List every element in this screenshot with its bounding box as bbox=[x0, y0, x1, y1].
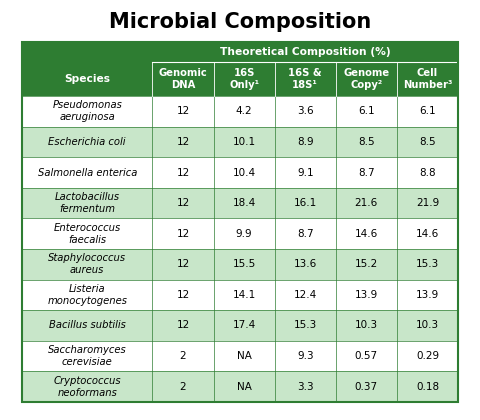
Bar bbox=[22, 310, 458, 341]
Text: 9.1: 9.1 bbox=[297, 168, 313, 178]
Text: 10.3: 10.3 bbox=[355, 320, 378, 331]
Text: 4.2: 4.2 bbox=[236, 106, 252, 116]
Text: Staphylococcus
aureus: Staphylococcus aureus bbox=[48, 253, 126, 275]
Text: 2: 2 bbox=[180, 351, 186, 361]
Text: Cryptococcus
neoformans: Cryptococcus neoformans bbox=[53, 376, 121, 398]
Text: 3.3: 3.3 bbox=[297, 382, 313, 392]
Text: 13.9: 13.9 bbox=[355, 290, 378, 300]
Bar bbox=[22, 96, 458, 126]
Text: Genomic
DNA: Genomic DNA bbox=[158, 68, 207, 90]
Text: 12.4: 12.4 bbox=[294, 290, 317, 300]
Text: 0.37: 0.37 bbox=[355, 382, 378, 392]
Text: 9.3: 9.3 bbox=[297, 351, 313, 361]
Bar bbox=[22, 188, 458, 218]
Text: 16S
Only¹: 16S Only¹ bbox=[229, 68, 259, 90]
Bar bbox=[22, 42, 458, 402]
Text: Salmonella enterica: Salmonella enterica bbox=[37, 168, 137, 178]
Text: 14.6: 14.6 bbox=[416, 229, 439, 239]
Text: 6.1: 6.1 bbox=[419, 106, 436, 116]
Text: 6.1: 6.1 bbox=[358, 106, 375, 116]
Text: Pseudomonas
aeruginosa: Pseudomonas aeruginosa bbox=[52, 100, 122, 122]
Text: 10.4: 10.4 bbox=[232, 168, 256, 178]
Text: 17.4: 17.4 bbox=[232, 320, 256, 331]
Text: 12: 12 bbox=[176, 198, 190, 208]
Bar bbox=[22, 249, 458, 280]
Text: Microbial Composition: Microbial Composition bbox=[109, 12, 371, 32]
Bar bbox=[22, 218, 458, 249]
Text: 12: 12 bbox=[176, 259, 190, 269]
Text: 21.9: 21.9 bbox=[416, 198, 439, 208]
Text: 14.1: 14.1 bbox=[232, 290, 256, 300]
Text: Enterococcus
faecalis: Enterococcus faecalis bbox=[54, 223, 121, 245]
Text: Escherichia coli: Escherichia coli bbox=[48, 137, 126, 147]
Text: Saccharomyces
cerevisiae: Saccharomyces cerevisiae bbox=[48, 345, 127, 367]
Text: 15.2: 15.2 bbox=[355, 259, 378, 269]
Text: 9.9: 9.9 bbox=[236, 229, 252, 239]
Text: 12: 12 bbox=[176, 106, 190, 116]
Text: 21.6: 21.6 bbox=[355, 198, 378, 208]
Text: NA: NA bbox=[237, 382, 252, 392]
Text: Lactobacillus
fermentum: Lactobacillus fermentum bbox=[55, 192, 120, 214]
Text: 3.6: 3.6 bbox=[297, 106, 313, 116]
Text: Bacillus subtilis: Bacillus subtilis bbox=[49, 320, 126, 331]
Bar bbox=[22, 341, 458, 371]
Text: 12: 12 bbox=[176, 320, 190, 331]
Text: Species: Species bbox=[64, 74, 110, 84]
Bar bbox=[22, 371, 458, 402]
Bar bbox=[22, 42, 458, 96]
Text: 14.6: 14.6 bbox=[355, 229, 378, 239]
Text: 10.3: 10.3 bbox=[416, 320, 439, 331]
Text: Theoretical Composition (%): Theoretical Composition (%) bbox=[220, 47, 391, 57]
Text: 13.6: 13.6 bbox=[294, 259, 317, 269]
Bar bbox=[22, 126, 458, 157]
Text: 15.5: 15.5 bbox=[232, 259, 256, 269]
Text: 13.9: 13.9 bbox=[416, 290, 439, 300]
Text: 8.7: 8.7 bbox=[358, 168, 375, 178]
Text: Cell
Number³: Cell Number³ bbox=[403, 68, 452, 90]
Text: 0.18: 0.18 bbox=[416, 382, 439, 392]
Bar bbox=[22, 280, 458, 310]
Text: 8.9: 8.9 bbox=[297, 137, 313, 147]
Bar bbox=[22, 157, 458, 188]
Text: 18.4: 18.4 bbox=[232, 198, 256, 208]
Text: 16.1: 16.1 bbox=[294, 198, 317, 208]
Text: 8.7: 8.7 bbox=[297, 229, 313, 239]
Text: 8.5: 8.5 bbox=[419, 137, 436, 147]
Text: 10.1: 10.1 bbox=[232, 137, 256, 147]
Text: Genome
Copy²: Genome Copy² bbox=[343, 68, 389, 90]
Text: Listeria
monocytogenes: Listeria monocytogenes bbox=[47, 284, 127, 306]
Text: 12: 12 bbox=[176, 290, 190, 300]
Text: 15.3: 15.3 bbox=[416, 259, 439, 269]
Text: 15.3: 15.3 bbox=[294, 320, 317, 331]
Text: NA: NA bbox=[237, 351, 252, 361]
Text: 16S &
18S¹: 16S & 18S¹ bbox=[288, 68, 322, 90]
Text: 8.8: 8.8 bbox=[419, 168, 436, 178]
Text: 12: 12 bbox=[176, 229, 190, 239]
Text: 0.29: 0.29 bbox=[416, 351, 439, 361]
Text: 2: 2 bbox=[180, 382, 186, 392]
Text: 0.57: 0.57 bbox=[355, 351, 378, 361]
Text: 12: 12 bbox=[176, 137, 190, 147]
Text: 12: 12 bbox=[176, 168, 190, 178]
Text: 8.5: 8.5 bbox=[358, 137, 375, 147]
